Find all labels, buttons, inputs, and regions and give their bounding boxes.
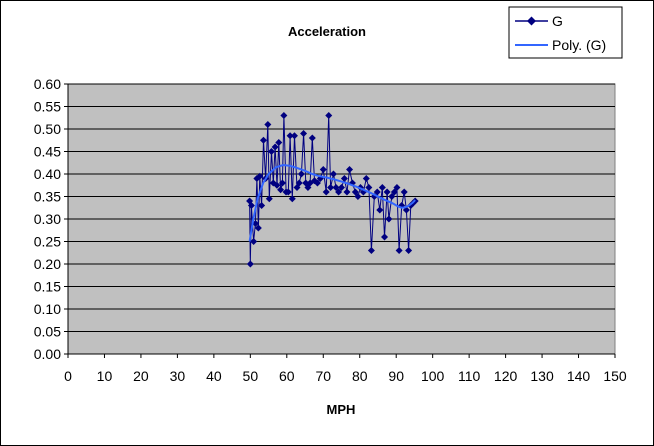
data-point-g [373, 188, 381, 196]
y-tick-label: 0.05 [34, 324, 61, 340]
data-point-g [246, 260, 254, 268]
data-point-g [259, 136, 267, 144]
data-point-g [346, 166, 354, 173]
data-point-g [313, 179, 321, 187]
data-point-g [284, 188, 292, 196]
data-point-g [308, 134, 316, 142]
data-point-g [376, 206, 384, 214]
data-point-g [362, 175, 370, 182]
data-point-g [297, 170, 305, 178]
legend-box [508, 6, 623, 59]
y-tick-label: 0.25 [34, 234, 61, 250]
data-point-g [254, 224, 262, 232]
y-tick-label: 0.30 [34, 211, 61, 227]
grid-lines [68, 83, 615, 332]
data-point-g [277, 186, 285, 194]
x-tick-label: 150 [603, 368, 627, 384]
data-point-g [354, 193, 362, 200]
y-tick-label: 0.20 [34, 256, 61, 272]
series-poly-g [248, 163, 416, 242]
x-tick-label: 110 [458, 368, 481, 384]
data-point-g [258, 202, 266, 209]
legend-poly-label: Poly. (G) [552, 37, 606, 53]
data-point-g [367, 247, 375, 254]
x-tick-label: 70 [315, 368, 331, 384]
x-tick-label: 80 [352, 368, 368, 384]
data-point-g [267, 148, 275, 155]
data-point-g [322, 188, 330, 196]
y-tick-label: 0.60 [34, 76, 61, 92]
x-axis: 0 10 20 30 40 50 60 70 80 90 100 110 120 130 140 150 [64, 353, 627, 384]
y-tick-label: 0.15 [34, 279, 61, 295]
data-point-g [278, 179, 286, 187]
data-point-g [250, 238, 258, 245]
data-point-g [381, 233, 389, 241]
y-tick-label: 0.10 [34, 301, 61, 317]
data-point-g [405, 247, 413, 254]
x-tick-label: 20 [133, 368, 149, 384]
data-point-g [351, 188, 359, 196]
x-tick-label: 40 [206, 368, 222, 384]
data-point-g [332, 184, 340, 191]
x-tick-label: 0 [64, 368, 72, 384]
data-point-g [365, 184, 373, 191]
chart-title: Acceleration [288, 24, 366, 39]
x-tick-label: 90 [388, 368, 404, 384]
y-tick-label: 0.35 [34, 189, 61, 205]
x-tick-label: 10 [97, 368, 113, 384]
data-point-g [335, 188, 343, 196]
data-point-g [383, 188, 391, 196]
data-point-g [295, 179, 303, 187]
data-point-g [319, 166, 327, 173]
x-tick-label: 100 [421, 368, 445, 384]
data-point-g [329, 170, 337, 178]
y-tick-label: 0.45 [34, 144, 61, 160]
series-g [246, 112, 419, 268]
legend-g-marker [527, 16, 536, 26]
x-tick-label: 30 [170, 368, 186, 384]
data-point-g [300, 130, 308, 137]
data-point-g [271, 143, 279, 151]
x-tick-label: 50 [243, 368, 259, 384]
data-point-g [275, 139, 283, 146]
series-poly-line [248, 163, 416, 242]
legend: G Poly. (G) [508, 6, 623, 59]
x-axis-title: MPH [327, 402, 356, 417]
data-point-g [395, 247, 403, 254]
data-point-g [393, 184, 401, 191]
data-point-g [273, 181, 281, 189]
data-point-g [343, 188, 351, 196]
data-point-g [286, 132, 294, 140]
y-tick-label: 0.50 [34, 121, 61, 137]
data-point-g [264, 121, 272, 128]
data-point-g [247, 202, 255, 209]
data-point-g [280, 112, 288, 119]
y-axis: 0.00 0.05 0.10 0.15 0.20 0.25 0.30 0.35 0.40 0.45… [34, 76, 69, 362]
series-g-line [249, 115, 416, 265]
data-point-g [338, 184, 345, 191]
x-tick-label: 120 [494, 368, 518, 384]
data-point-g [288, 195, 296, 203]
y-tick-label: 0.00 [34, 346, 61, 362]
data-point-g [390, 188, 398, 196]
data-point-g [400, 188, 408, 196]
data-point-g [325, 112, 333, 119]
x-tick-label: 140 [567, 368, 591, 384]
data-point-g [378, 184, 386, 191]
data-point-g [385, 215, 393, 223]
y-tick-label: 0.55 [34, 99, 61, 115]
legend-g-label: G [552, 13, 563, 29]
y-tick-label: 0.40 [34, 166, 61, 182]
data-point-g [290, 132, 298, 140]
data-point-g [340, 175, 348, 182]
data-point-g [327, 184, 335, 191]
data-point-g [265, 195, 273, 203]
data-point-g [256, 172, 264, 180]
x-tick-label: 60 [279, 368, 295, 384]
data-point-g [388, 193, 396, 200]
x-tick-label: 130 [530, 368, 554, 384]
